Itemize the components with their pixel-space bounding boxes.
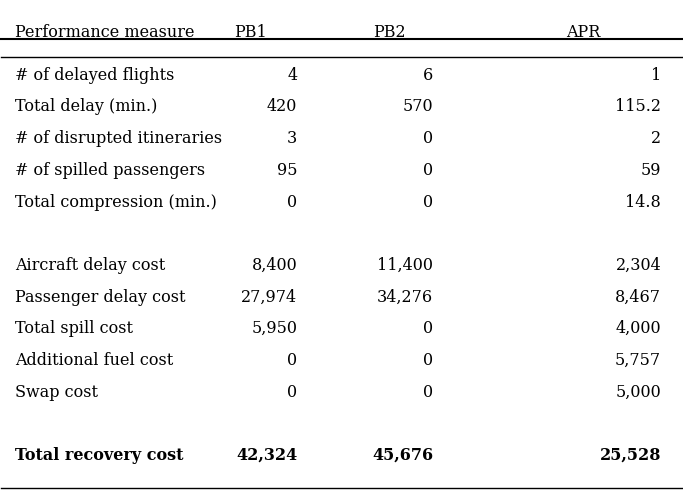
Text: 34,276: 34,276	[377, 289, 433, 306]
Text: APR: APR	[566, 24, 600, 41]
Text: Total delay (min.): Total delay (min.)	[15, 99, 157, 116]
Text: 115.2: 115.2	[615, 99, 661, 116]
Text: 0: 0	[287, 383, 297, 401]
Text: 5,950: 5,950	[251, 320, 297, 337]
Text: 14.8: 14.8	[626, 194, 661, 211]
Text: Aircraft delay cost: Aircraft delay cost	[15, 257, 165, 274]
Text: Additional fuel cost: Additional fuel cost	[15, 352, 173, 369]
Text: 0: 0	[423, 383, 433, 401]
Text: Swap cost: Swap cost	[15, 383, 98, 401]
Text: 0: 0	[423, 130, 433, 147]
Text: Total compression (min.): Total compression (min.)	[15, 194, 217, 211]
Text: Performance measure: Performance measure	[15, 24, 195, 41]
Text: 42,324: 42,324	[236, 447, 297, 464]
Text: 25,528: 25,528	[600, 447, 661, 464]
Text: 5,000: 5,000	[615, 383, 661, 401]
Text: 0: 0	[287, 194, 297, 211]
Text: 27,974: 27,974	[241, 289, 297, 306]
Text: # of delayed flights: # of delayed flights	[15, 67, 174, 84]
Text: 5,757: 5,757	[615, 352, 661, 369]
Text: 1: 1	[651, 67, 661, 84]
Text: # of spilled passengers: # of spilled passengers	[15, 162, 205, 179]
Text: 8,467: 8,467	[615, 289, 661, 306]
Text: 3: 3	[287, 130, 297, 147]
Text: 6: 6	[423, 67, 433, 84]
Text: 45,676: 45,676	[372, 447, 433, 464]
Text: 4,000: 4,000	[615, 320, 661, 337]
Text: PB1: PB1	[234, 24, 266, 41]
Text: 95: 95	[277, 162, 297, 179]
Text: 4: 4	[287, 67, 297, 84]
Text: 2: 2	[651, 130, 661, 147]
Text: 59: 59	[641, 162, 661, 179]
Text: 0: 0	[423, 352, 433, 369]
Text: 570: 570	[403, 99, 433, 116]
Text: # of disrupted itineraries: # of disrupted itineraries	[15, 130, 222, 147]
Text: 0: 0	[423, 194, 433, 211]
Text: 2,304: 2,304	[615, 257, 661, 274]
Text: 11,400: 11,400	[377, 257, 433, 274]
Text: Passenger delay cost: Passenger delay cost	[15, 289, 186, 306]
Text: 420: 420	[267, 99, 297, 116]
Text: Total spill cost: Total spill cost	[15, 320, 133, 337]
Text: Total recovery cost: Total recovery cost	[15, 447, 184, 464]
Text: 8,400: 8,400	[251, 257, 297, 274]
Text: 0: 0	[423, 162, 433, 179]
Text: PB2: PB2	[374, 24, 406, 41]
Text: 0: 0	[423, 320, 433, 337]
Text: 0: 0	[287, 352, 297, 369]
